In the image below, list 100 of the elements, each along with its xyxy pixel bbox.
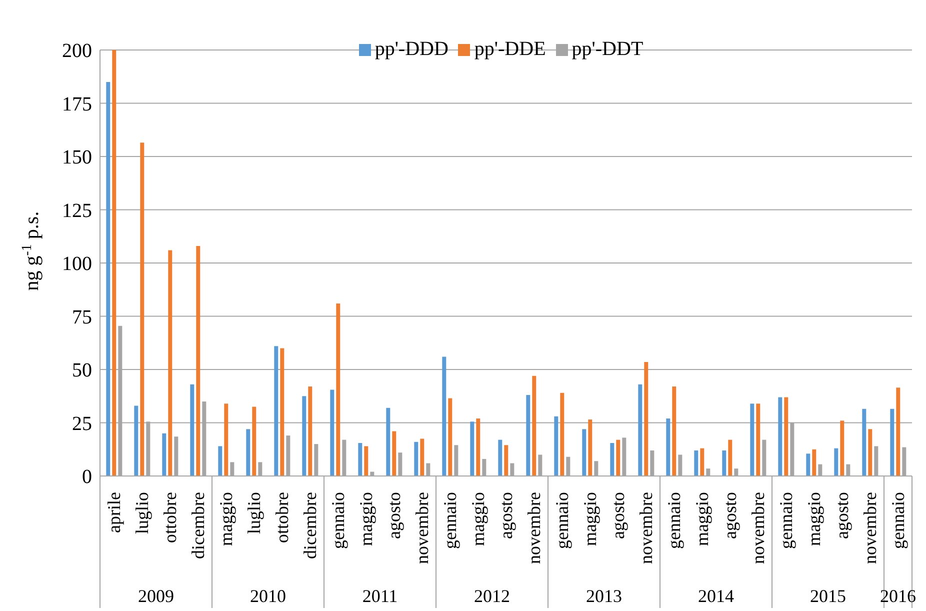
bar — [560, 392, 564, 476]
bar — [386, 408, 390, 476]
y-tick-label: 200 — [62, 40, 92, 62]
bar — [532, 376, 536, 476]
bar — [330, 390, 334, 476]
bar — [140, 142, 144, 476]
x-tick-label: novembre — [412, 492, 432, 564]
x-tick-label: agosto — [496, 492, 516, 539]
x-tick-label: gennaio — [888, 492, 908, 549]
bar — [196, 246, 200, 476]
y-tick-label: 175 — [62, 93, 92, 116]
bar — [392, 431, 396, 476]
bar — [470, 422, 474, 476]
bar — [616, 440, 620, 476]
bar — [504, 445, 508, 476]
x-tick-label: dicembre — [188, 492, 208, 559]
bar — [868, 429, 872, 476]
x-tick-label: agosto — [832, 492, 852, 539]
bar — [638, 384, 642, 476]
text: 2009 — [138, 586, 174, 606]
bar — [672, 386, 676, 476]
bar — [588, 420, 592, 476]
bar — [498, 440, 502, 476]
bar — [666, 418, 670, 476]
bar — [442, 356, 446, 476]
bar — [694, 450, 698, 476]
bar — [778, 397, 782, 476]
y-tick-label: 50 — [72, 360, 92, 382]
bar — [890, 408, 894, 476]
y-tick-label: 0 — [82, 466, 92, 488]
bar — [112, 50, 116, 476]
x-tick-label: agosto — [384, 492, 404, 539]
x-tick-label: novembre — [748, 492, 768, 564]
x-tick-label: maggio — [356, 492, 376, 546]
x-tick-label: agosto — [720, 492, 740, 539]
bar — [224, 404, 228, 476]
bar — [246, 429, 250, 476]
bar — [834, 448, 838, 476]
bar — [190, 384, 194, 476]
x-tick-label: aprile — [104, 492, 124, 533]
x-tick-label: novembre — [636, 492, 656, 564]
text: 2010 — [250, 586, 286, 606]
bar — [554, 416, 558, 476]
x-tick-label: maggio — [804, 492, 824, 546]
y-tick-label: 75 — [72, 306, 92, 328]
bar — [722, 450, 726, 476]
y-tick-label: 125 — [62, 200, 92, 222]
bar — [750, 404, 754, 476]
text: 2011 — [362, 586, 398, 606]
bar — [280, 348, 284, 476]
x-tick-label: maggio — [692, 492, 712, 546]
text: 2012 — [474, 586, 510, 606]
legend-label: pp'-DDE — [474, 38, 546, 60]
bar — [840, 420, 844, 476]
bar — [896, 388, 900, 476]
bar — [756, 404, 760, 476]
text: 2016 — [880, 586, 916, 606]
bar — [134, 406, 138, 476]
bar — [812, 449, 816, 476]
bar — [582, 429, 586, 476]
bar — [302, 396, 306, 476]
bar — [700, 448, 704, 476]
bar — [862, 408, 866, 476]
text: 2015 — [810, 586, 846, 606]
x-tick-label: novembre — [860, 492, 880, 564]
bar — [308, 386, 312, 476]
bar — [106, 82, 110, 476]
bar — [364, 446, 368, 476]
x-tick-label: maggio — [468, 492, 488, 546]
bar — [218, 446, 222, 476]
y-tick-label: 25 — [72, 412, 92, 435]
bar — [336, 303, 340, 476]
bar — [162, 433, 166, 476]
text: 2014 — [698, 586, 734, 606]
x-tick-label: novembre — [524, 492, 544, 564]
legend-label: pp'-DDT — [572, 38, 644, 60]
bar — [448, 398, 452, 476]
x-tick-label: dicembre — [300, 492, 320, 559]
text: 2013 — [586, 586, 622, 606]
x-tick-label: gennaio — [552, 492, 572, 549]
x-tick-label: ottobre — [160, 492, 180, 543]
y-tick-label: 100 — [62, 253, 92, 276]
y-tick-label: 150 — [62, 146, 92, 169]
bar — [414, 442, 418, 476]
bar — [252, 406, 256, 476]
x-tick-label: gennaio — [328, 492, 348, 549]
bar — [806, 454, 810, 476]
bar — [476, 418, 480, 476]
x-tick-label: luglio — [132, 492, 152, 534]
x-tick-label: gennaio — [664, 492, 684, 549]
bar — [420, 438, 424, 476]
x-tick-label: gennaio — [776, 492, 796, 549]
bar — [274, 346, 278, 476]
x-tick-label: luglio — [244, 492, 264, 534]
bar — [728, 440, 732, 476]
bar — [610, 442, 614, 476]
x-tick-label: gennaio — [440, 492, 460, 549]
bar — [168, 250, 172, 476]
legend-label: pp'-DDD — [374, 38, 448, 60]
x-tick-label: ottobre — [272, 492, 292, 543]
